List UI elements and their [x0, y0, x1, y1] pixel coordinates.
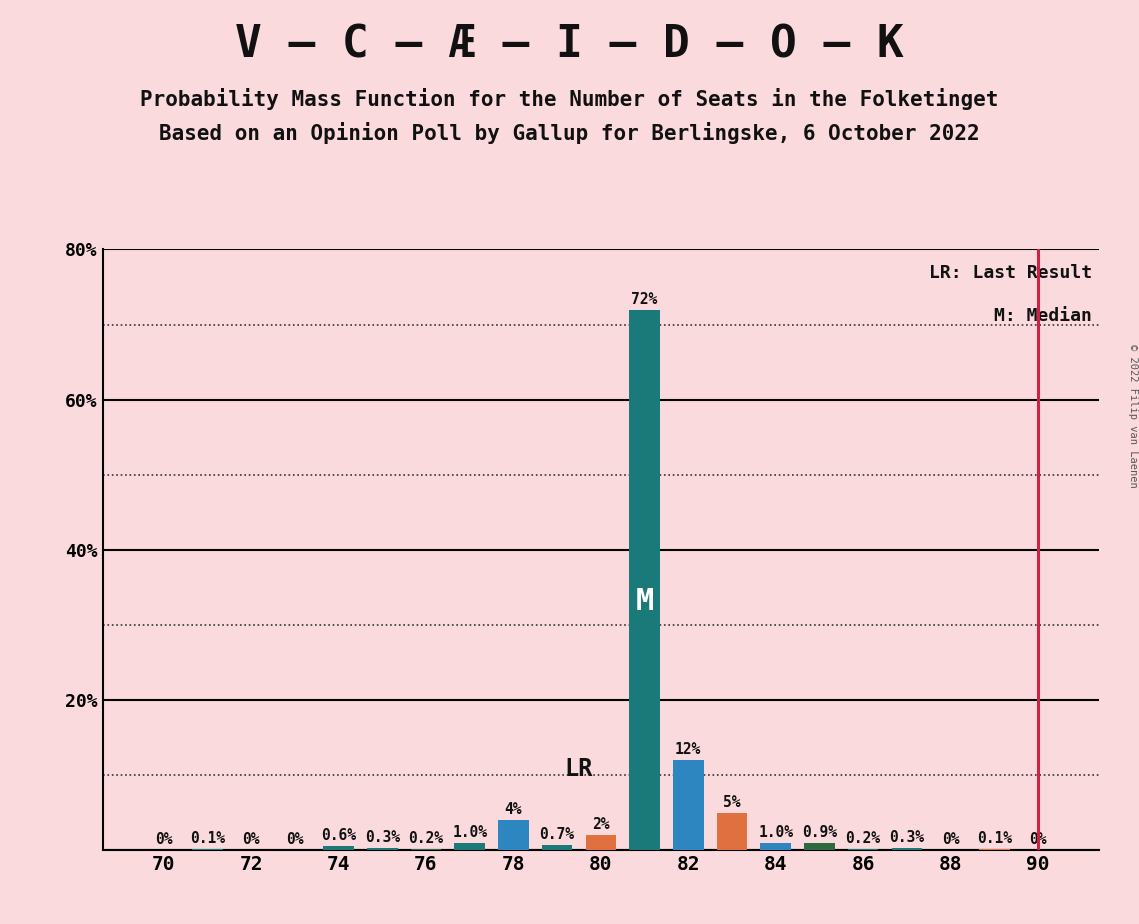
Bar [454, 843, 485, 850]
Text: 0.7%: 0.7% [540, 827, 574, 842]
Bar [629, 310, 659, 850]
Text: Based on an Opinion Poll by Gallup for Berlingske, 6 October 2022: Based on an Opinion Poll by Gallup for B… [159, 122, 980, 144]
Text: 0.2%: 0.2% [845, 831, 880, 845]
Bar [892, 848, 923, 850]
Text: M: M [636, 587, 654, 616]
Text: 0.9%: 0.9% [802, 825, 837, 840]
Text: 0.1%: 0.1% [190, 832, 224, 846]
Text: 0.3%: 0.3% [890, 830, 925, 845]
Text: 2%: 2% [592, 817, 609, 832]
Text: 0%: 0% [155, 833, 172, 847]
Text: 0.6%: 0.6% [321, 828, 357, 843]
Text: 1.0%: 1.0% [759, 824, 793, 840]
Text: 72%: 72% [631, 292, 657, 307]
Text: 0.2%: 0.2% [409, 831, 443, 845]
Text: V – C – Æ – I – D – O – K: V – C – Æ – I – D – O – K [235, 23, 904, 67]
Text: 1.0%: 1.0% [452, 824, 487, 840]
Bar [498, 821, 528, 850]
Text: 0%: 0% [286, 833, 304, 847]
Bar [585, 835, 616, 850]
Text: LR: Last Result: LR: Last Result [929, 264, 1092, 283]
Bar [761, 843, 790, 850]
Bar [804, 844, 835, 850]
Text: 0%: 0% [1030, 833, 1047, 847]
Bar [716, 812, 747, 850]
Bar [847, 848, 878, 850]
Text: M: Median: M: Median [994, 307, 1092, 324]
Bar [673, 760, 704, 850]
Text: 4%: 4% [505, 802, 522, 817]
Text: 0.3%: 0.3% [364, 830, 400, 845]
Text: 12%: 12% [675, 742, 702, 757]
Bar [411, 848, 441, 850]
Bar [367, 848, 398, 850]
Text: Probability Mass Function for the Number of Seats in the Folketinget: Probability Mass Function for the Number… [140, 88, 999, 110]
Bar [323, 845, 354, 850]
Text: 0%: 0% [942, 833, 959, 847]
Text: 5%: 5% [723, 795, 740, 809]
Text: 0.1%: 0.1% [977, 832, 1011, 846]
Bar [542, 845, 573, 850]
Text: 0%: 0% [243, 833, 260, 847]
Text: © 2022 Filip van Laenen: © 2022 Filip van Laenen [1129, 344, 1138, 488]
Text: LR: LR [565, 757, 593, 781]
